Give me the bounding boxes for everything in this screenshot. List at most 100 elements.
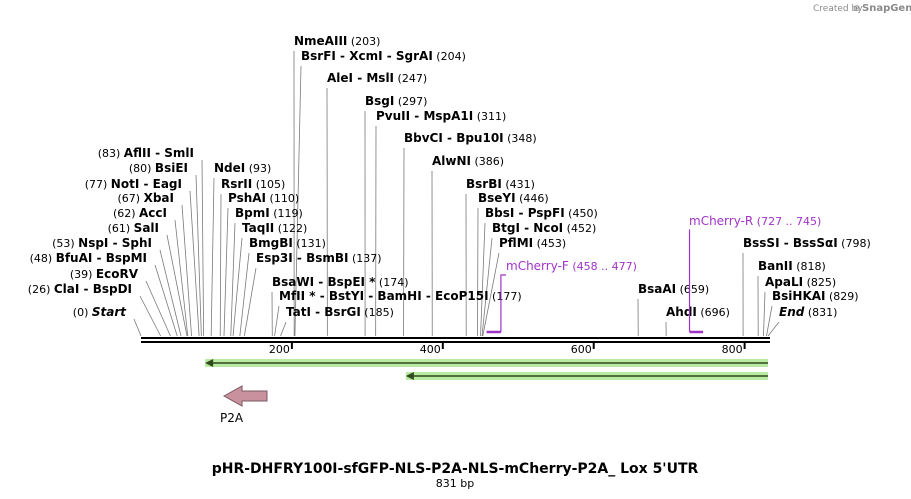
site-alwni-label[interactable]: AlwNI (386): [432, 154, 504, 168]
site-ecorv-label[interactable]: (39) EcoRV: [70, 267, 139, 281]
site-bseyi-label[interactable]: BseYI (446): [478, 191, 549, 205]
site-sali-connector: [166, 234, 188, 337]
site-mfii-bstyi-bamhi-ecop15i-label[interactable]: MfII * - BstYI - BamHI - EcoP15I (177): [279, 289, 522, 303]
site-bsiei-position: (80): [129, 162, 155, 175]
site-clai-bspdi-name: BspDI: [93, 282, 132, 296]
site-bmgbi-name: BmgBI: [249, 236, 293, 250]
site-pflmi-position: (453): [533, 237, 566, 250]
credit-brand[interactable]: SnapGene: [862, 3, 911, 14]
axis-ticks: 200 400 600 800: [269, 343, 746, 356]
site-alei-msli-label[interactable]: AleI - MslI (247): [327, 71, 427, 85]
primer-mcherry-f-label: mCherry-F (458 .. 477): [506, 259, 637, 273]
site-bsiei-connector: [195, 174, 202, 337]
feature-arrow-1[interactable]: [205, 359, 769, 367]
site-alei-msli-name: AleI: [327, 71, 353, 85]
site-alwni-name: AlwNI: [432, 154, 471, 168]
site-bsawi-bspei-label[interactable]: BsaWI - BspEI * (174): [272, 275, 409, 289]
site-alei-msli-position: (247): [394, 72, 427, 85]
site-start-connector: [133, 318, 142, 337]
tick-label-600: 600: [571, 343, 592, 356]
primer-mcherry-f[interactable]: mCherry-F (458 .. 477): [486, 259, 637, 334]
site-bbsi-pspfi-separator: -: [514, 206, 527, 220]
site-bbsi-pspfi-label[interactable]: BbsI - PspFI (450): [485, 206, 598, 220]
site-start-label[interactable]: (0) Start: [73, 305, 127, 319]
site-end-position: (831): [804, 306, 837, 319]
site-pflmi-connector: [482, 252, 500, 337]
site-pshai-name: PshAI: [228, 191, 266, 205]
site-nmeaiii-label[interactable]: NmeAIII (203): [294, 34, 380, 48]
site-bsrbi-label[interactable]: BsrBI (431): [466, 177, 535, 191]
site-bsihkai-label[interactable]: BsiHKAI (829): [772, 289, 859, 303]
site-rsrii-label[interactable]: RsrII (105): [221, 177, 285, 191]
site-bsgi-label[interactable]: BsgI (297): [365, 94, 427, 108]
site-pshai-label[interactable]: PshAI (110): [228, 191, 299, 205]
site-bfuai-bspmi-connector: [154, 264, 178, 337]
site-clai-bspdi-label[interactable]: (26) ClaI - BspDI: [28, 282, 132, 296]
site-noti-eagi-connector: [189, 190, 200, 337]
site-noti-eagi-position: (77): [85, 178, 111, 191]
primers: mCherry-F (458 .. 477) mCherry-R (727 .. …: [486, 214, 821, 334]
site-aflii-smli-label[interactable]: (83) AflII - SmlI: [98, 146, 194, 160]
site-btgi-ncoi-label[interactable]: BtgI - NcoI (452): [492, 221, 596, 235]
site-ahdi-position: (696): [697, 306, 730, 319]
primer-mcherry-r-label: mCherry-R (727 .. 745): [689, 214, 821, 228]
site-bsawi-bspei-name: BspEI *: [327, 275, 376, 289]
site-ahdi-label[interactable]: AhdI (696): [666, 305, 730, 319]
site-bsrfi-xcmi-sgrai-separator: -: [336, 49, 349, 63]
site-nspi-sphi-label[interactable]: (53) NspI - SphI: [52, 236, 152, 250]
site-bsaai-label[interactable]: BsaAI (659): [638, 282, 709, 296]
map-title: pHR-DHFRY100I-sfGFP-NLS-P2A-NLS-mCherry-…: [212, 461, 699, 477]
site-bbvci-bpu10i-label[interactable]: BbvCI - Bpu10I (348): [404, 131, 537, 145]
site-tati-bsrgi-name: BsrGI: [324, 305, 361, 319]
site-mfii-bstyi-bamhi-ecop15i-separator: -: [316, 289, 329, 303]
site-bsrfi-xcmi-sgrai-label[interactable]: BsrFI - XcmI - SgrAI (204): [301, 49, 466, 63]
site-start-name: Start: [92, 305, 127, 319]
site-ahdi-name: AhdI: [666, 305, 697, 319]
site-xbai-connector: [181, 204, 192, 337]
site-nspi-sphi-name: NspI: [78, 236, 108, 250]
site-bpmi-label[interactable]: BpmI (119): [235, 206, 303, 220]
site-ecorv-position: (39): [70, 268, 96, 281]
site-nspi-sphi-separator: -: [108, 236, 121, 250]
site-pflmi-label[interactable]: PflMI (453): [499, 236, 566, 250]
site-clai-bspdi-position: (26): [28, 283, 54, 296]
site-aflii-smli-separator: -: [151, 146, 164, 160]
primer-mcherry-r[interactable]: mCherry-R (727 .. 745): [688, 214, 821, 334]
site-bsawi-bspei-separator: -: [314, 275, 327, 289]
site-banii-label[interactable]: BanII (818): [758, 259, 826, 273]
site-bfuai-bspmi-label[interactable]: (48) BfuAI - BspMI: [30, 251, 147, 265]
site-apali-label[interactable]: ApaLI (825): [765, 275, 836, 289]
site-bmgbi-label[interactable]: BmgBI (131): [249, 236, 326, 250]
site-end-label[interactable]: End (831): [779, 305, 837, 319]
site-sali-label[interactable]: (61) SalI: [108, 221, 159, 235]
site-bsssi-bsss-i-label[interactable]: BssSI - BssSαI (798): [743, 236, 871, 250]
site-esp3i-bsmbi-name: Esp3I: [256, 251, 293, 265]
snapgene-logo-icon: ⊕: [853, 4, 861, 14]
site-ndei-label[interactable]: NdeI (93): [214, 161, 271, 175]
feature-arrow-2[interactable]: [405, 372, 768, 380]
site-bsiei-name: BsiEI: [155, 161, 188, 175]
site-connectors: [133, 50, 780, 337]
site-start-position: (0): [73, 306, 92, 319]
site-btgi-ncoi-connector: [481, 237, 493, 337]
primer-mcherry-r-range: (727 .. 745): [753, 215, 821, 228]
site-pvuii-mspa1i-position: (311): [473, 110, 506, 123]
site-tati-bsrgi-label[interactable]: TatI - BsrGI (185): [286, 305, 394, 319]
site-xbai-label[interactable]: (67) XbaI: [118, 191, 174, 205]
site-bsiei-label[interactable]: (80) BsiEI: [129, 161, 188, 175]
site-taqii-label[interactable]: TaqII (122): [242, 221, 307, 235]
site-labels: (0) Start (26) ClaI - BspDI(39) EcoRV (48)…: [28, 34, 871, 319]
feature-p2a-arrow: [222, 385, 268, 407]
feature-p2a[interactable]: P2A: [220, 385, 268, 425]
site-esp3i-bsmbi-label[interactable]: Esp3I - BsmBI (137): [256, 251, 382, 265]
site-noti-eagi-label[interactable]: (77) NotI - EagI: [85, 177, 182, 191]
site-bbsi-pspfi-name: BbsI: [485, 206, 514, 220]
site-pvuii-mspa1i-label[interactable]: PvuII - MspA1I (311): [376, 109, 506, 123]
site-bfuai-bspmi-name: BfuAI: [56, 251, 93, 265]
primer-mcherry-f-range: (458 .. 477): [569, 260, 637, 273]
site-bbsi-pspfi-connector: [480, 222, 486, 337]
site-acci-label[interactable]: (62) AccI: [113, 206, 167, 220]
site-nspi-sphi-name: SphI: [122, 236, 152, 250]
primer-mcherry-f-name: mCherry-F: [506, 259, 569, 273]
site-alei-msli-name: MslI: [366, 71, 394, 85]
